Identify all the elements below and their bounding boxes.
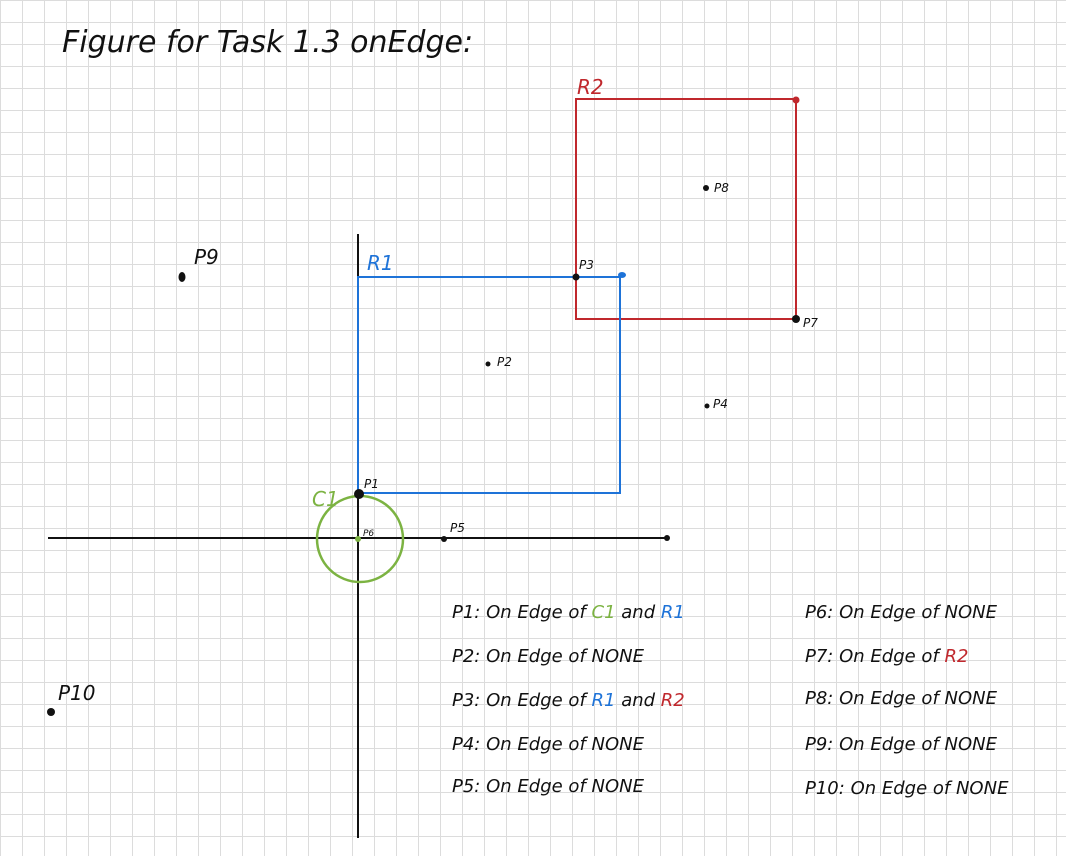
point-p6 [355, 536, 361, 542]
point-p2 [485, 361, 491, 367]
point-p10 [47, 708, 55, 716]
point-p5-label: P5 [450, 521, 465, 535]
r2-corner-dot [792, 96, 800, 104]
r2-label: R2 [577, 75, 604, 99]
result-p10: P10: On Edge of NONE [805, 778, 1009, 799]
results-left-column: P1: On Edge of C1 and R1 P2: On Edge of … [452, 602, 685, 797]
point-p4 [704, 403, 710, 409]
result-p3: P3: On Edge of R1 and R2 [452, 690, 685, 711]
point-p1-label: P1 [364, 477, 379, 491]
point-p7-label: P7 [803, 316, 818, 330]
point-p9 [178, 272, 186, 282]
result-p4: P4: On Edge of NONE [452, 734, 645, 755]
result-p6: P6: On Edge of NONE [805, 602, 998, 623]
result-p2: P2: On Edge of NONE [452, 646, 645, 667]
r1-corner-dot [618, 272, 626, 278]
point-p6-label: P6 [363, 529, 374, 539]
r2-rectangle [575, 98, 797, 320]
result-p7: P7: On Edge of R2 [805, 646, 968, 667]
results-right-column: P6: On Edge of NONE P7: On Edge of R2 P8… [805, 602, 1009, 799]
point-p10-label: P10 [58, 681, 96, 705]
point-p5 [441, 536, 447, 542]
result-p5: P5: On Edge of NONE [452, 776, 645, 797]
r1-rectangle [357, 276, 621, 494]
result-p1: P1: On Edge of C1 and R1 [452, 602, 685, 623]
result-p8: P8: On Edge of NONE [805, 688, 998, 709]
x-axis-end-dot [664, 535, 670, 541]
r1-label: R1 [367, 251, 394, 275]
c1-label: C1 [312, 487, 339, 511]
point-p1 [354, 489, 364, 499]
point-p3 [572, 273, 580, 281]
point-p3-label: P3 [579, 258, 594, 272]
point-p8 [703, 185, 709, 191]
point-p2-label: P2 [497, 355, 512, 369]
result-p9: P9: On Edge of NONE [805, 734, 998, 755]
point-p8-label: P8 [714, 181, 729, 195]
point-p7 [792, 315, 800, 323]
point-p4-label: P4 [713, 397, 728, 411]
figure-title: Figure for Task 1.3 onEdge: [62, 25, 473, 60]
point-p9-label: P9 [194, 245, 219, 269]
